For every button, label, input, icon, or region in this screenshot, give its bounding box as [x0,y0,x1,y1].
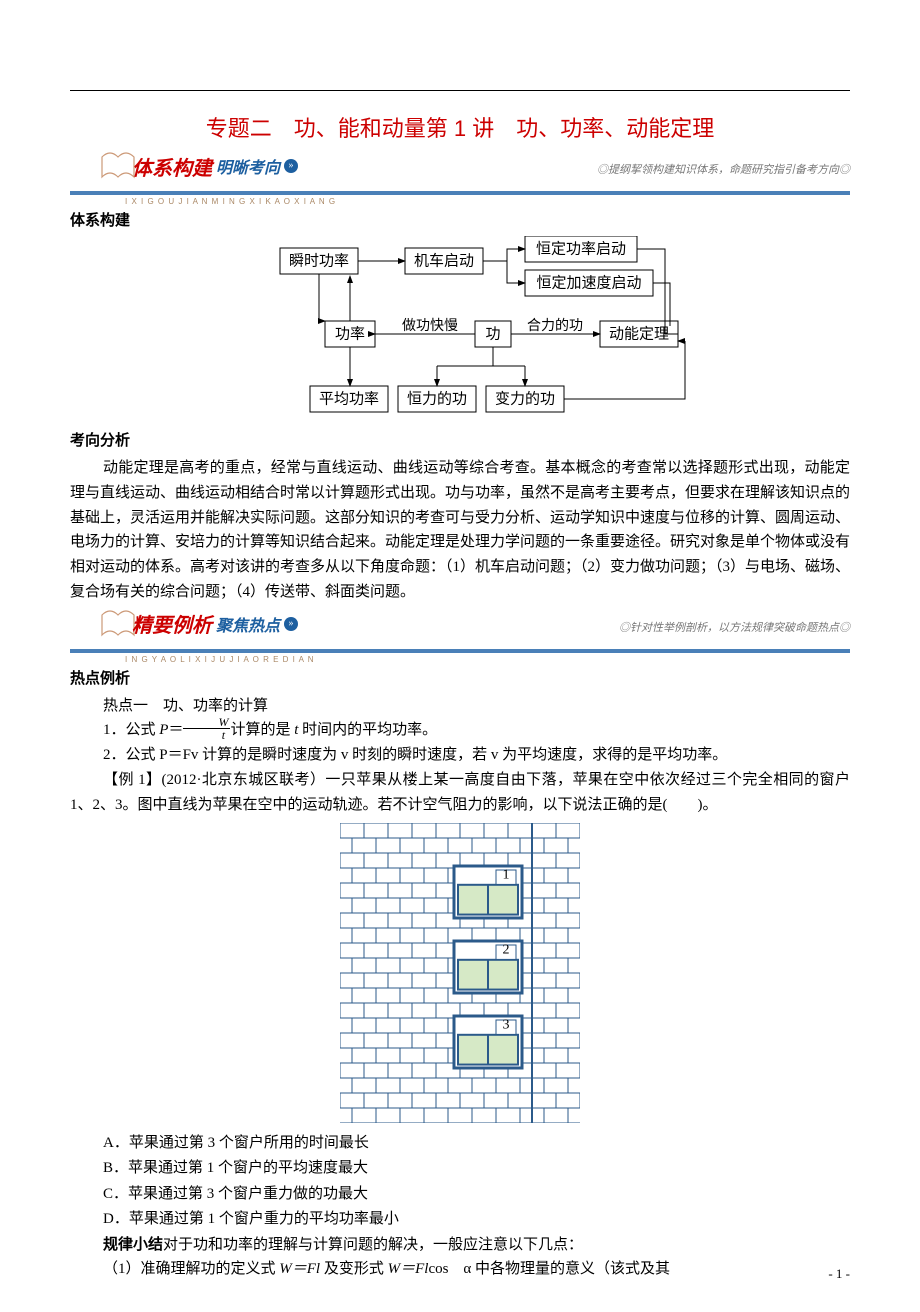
rule-heading: 规律小结 [103,1236,163,1253]
svg-text:3: 3 [503,1017,510,1032]
option-d: D．苹果通过第 1 个窗户重力的平均功率最小 [103,1207,850,1233]
banner-sub-2: 聚焦热点 [216,612,280,636]
node-const-work: 恒力的功 [407,390,467,407]
diagram-svg: 瞬时功率 机车启动 恒定功率启动 恒定加速度启动 功率 做功快慢 功 合力的功 … [225,236,695,421]
pinyin-text-2: I N G Y A O L I X I J U J I A O R E D I … [125,655,850,664]
option-b: B．苹果通过第 1 个窗户的平均速度最大 [103,1156,850,1182]
banner-right-note: ◎提纲挈领构建知识体系，命题研究指引备考方向◎ [597,161,850,177]
banner-script: 体系构建 [132,152,212,181]
main-title: 专题二 功、能和动量第 1 讲 功、功率、动能定理 [70,111,850,143]
text: （1）准确理解功的定义式 [103,1261,279,1277]
text: 1．公式 [103,722,159,738]
formula: W＝Fl [279,1261,320,1277]
text: 时间内的平均功率。 [298,722,437,738]
page-number: - 1 - [828,1266,850,1282]
svg-text:1: 1 [503,867,510,882]
pinyin-text: I X I G O U J I A N M I N G X I K A O X … [125,197,850,206]
banner-sub: 明晰考向 [216,154,280,178]
section-trend-heading: 考向分析 [70,429,850,450]
banner-system: 体系构建 明晰考向 » ◎提纲挈领构建知识体系，命题研究指引备考方向◎ [70,151,850,189]
formula: W＝Fl [388,1261,429,1277]
text: ＝ [168,722,183,738]
banner-left: 体系构建 明晰考向 » [100,151,298,181]
rule-body: 对于功和功率的理解与计算问题的解决，一般应注意以下几点： [163,1237,583,1253]
text: 及变形式 [320,1261,388,1277]
blue-divider [70,191,850,195]
node-work-speed: 做功快慢 [402,317,458,334]
node-power: 功率 [335,325,365,342]
node-vehicle-start: 机车启动 [414,252,474,269]
option-list: A．苹果通过第 3 个窗户所用的时间最长 B．苹果通过第 1 个窗户的平均速度最… [103,1131,850,1233]
node-const-power: 恒定功率启动 [536,240,626,257]
text: cos α 中各物理量的意义（该式及其 [428,1261,670,1277]
node-work: 功 [485,325,500,342]
svg-text:2: 2 [503,942,510,957]
node-instant-power: 瞬时功率 [289,252,349,269]
banner-left-2: 精要例析 聚焦热点 » [100,609,298,639]
node-ke-theorem: 动能定理 [609,325,669,342]
node-avg-power: 平均功率 [319,390,379,407]
book-icon [100,151,136,181]
blue-divider-2 [70,649,850,653]
para-trend: 动能定理是高考的重点，经常与直线运动、曲线运动等综合考查。基本概念的考查常以选择… [70,456,850,605]
rule-item-1: （1）准确理解功的定义式 W＝Fl 及变形式 W＝Flcos α 中各物理量的意… [70,1257,850,1282]
node-var-work: 变力的功 [495,390,555,407]
example-stem: 【例 1】(2012·北京东城区联考）一只苹果从楼上某一高度自由下落，苹果在空中… [70,768,850,818]
hotspot-heading: 热点一 功、功率的计算 [70,694,850,719]
text: 计算的是 [230,722,294,738]
document-page: 专题二 功、能和动量第 1 讲 功、功率、动能定理 体系构建 明晰考向 » ◎提… [0,0,920,1312]
option-a: A．苹果通过第 3 个窗户所用的时间最长 [103,1131,850,1157]
arrow-icon: » [284,617,298,631]
building-svg: 1 2 3 [340,823,580,1123]
banner-right-note-2: ◎针对性举例剖析，以方法规律突破命题热点◎ [619,619,850,635]
top-rule [70,90,850,91]
formula-line-2: 2．公式 P＝Fv 计算的是瞬时速度为 v 时刻的瞬时速度，若 v 为平均速度，… [70,743,850,768]
node-net-work: 合力的功 [527,318,583,334]
arrow-icon: » [284,159,298,173]
building-figure: 1 2 3 [70,823,850,1123]
banner-script-2: 精要例析 [132,609,212,638]
section-example-heading: 热点例析 [70,667,850,688]
node-const-accel: 恒定加速度启动 [536,274,641,291]
formula-line-1: 1．公式 P＝Wt计算的是 t 时间内的平均功率。 [70,718,850,743]
book-icon [100,609,136,639]
concept-diagram: 瞬时功率 机车启动 恒定功率启动 恒定加速度启动 功率 做功快慢 功 合力的功 … [70,236,850,421]
rule-summary: 规律小结对于功和功率的理解与计算问题的解决，一般应注意以下几点： [70,1233,850,1258]
option-c: C．苹果通过第 3 个窗户重力做的功最大 [103,1182,850,1208]
banner-analysis: 精要例析 聚焦热点 » ◎针对性举例剖析，以方法规律突破命题热点◎ [70,609,850,647]
section-system-heading: 体系构建 [70,209,850,230]
